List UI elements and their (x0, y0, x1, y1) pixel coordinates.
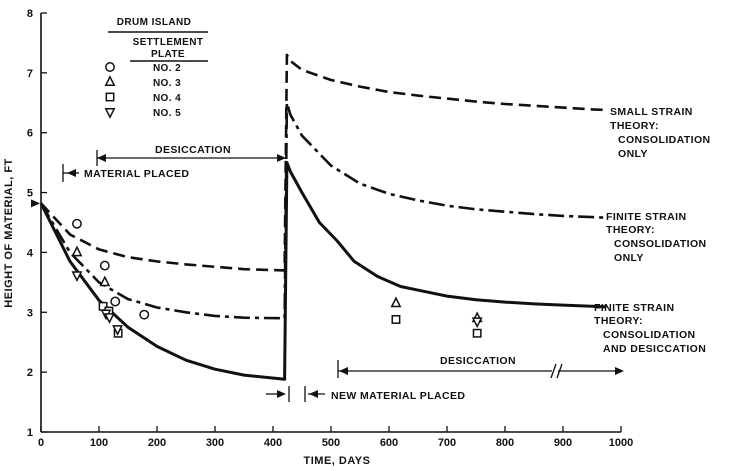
x-tick-label: 600 (380, 437, 398, 449)
y-tick-label: 3 (27, 307, 33, 319)
legend-marker-2 (105, 62, 115, 72)
desiccation-label-1: DESICCATION (155, 144, 231, 156)
plate-2-marker (99, 260, 110, 271)
curves (39, 53, 607, 381)
x-tick-label: 200 (148, 437, 166, 449)
x-tick-label: 1000 (609, 437, 633, 449)
finite-des-label-2: THEORY: (594, 315, 643, 327)
legend-label-2: NO. 2 (153, 63, 181, 74)
plate-3-marker (71, 245, 83, 257)
y-tick-label: 7 (27, 68, 33, 80)
finite-cons-label-1: FINITE STRAIN (606, 211, 686, 223)
material-placed-arrow (62, 164, 79, 182)
legend-label-3: NO. 3 (153, 78, 181, 89)
x-tick-label: 700 (438, 437, 456, 449)
new-material-placed-arrow (266, 386, 325, 402)
finite-des-label-3: CONSOLIDATION (603, 329, 696, 341)
measured-markers (71, 218, 483, 338)
finite-des-label-4: AND DESICCATION (603, 343, 706, 355)
legend-marker-3 (104, 75, 116, 86)
desiccation-arrow-1 (96, 150, 286, 166)
desiccation-arrow-2 (337, 360, 624, 379)
legend-marker-4 (105, 92, 115, 102)
small-strain-curve (40, 53, 607, 272)
plate-2-marker (139, 309, 150, 320)
finite-des-label-1: FINITE STRAIN (594, 302, 674, 314)
y-tick-label: 1 (27, 427, 33, 439)
plate-5-marker (112, 325, 123, 336)
legend-title: DRUM ISLAND (117, 17, 191, 28)
x-tick-label: 500 (322, 437, 340, 449)
annotations: DESICCATION MATERIAL PLACED NEW MATERIAL… (62, 106, 711, 402)
finite-cons-label-3: CONSOLIDATION (614, 238, 707, 250)
small-strain-label-1: SMALL STRAIN (610, 106, 693, 118)
plate-5-marker (471, 317, 483, 329)
legend: DRUM ISLAND SETTLEMENT PLATE NO. 2NO. 3N… (104, 17, 208, 119)
finite-strain-consolidation-curve (39, 101, 607, 320)
new-material-placed-label: NEW MATERIAL PLACED (331, 390, 465, 402)
x-tick-label: 300 (206, 437, 224, 449)
x-tick-label: 0 (38, 437, 44, 449)
finite-strain-desiccation-curve (39, 161, 607, 381)
legend-rows: NO. 2 NO. 3 NO. 4 NO. 5 (104, 62, 181, 119)
plate-5-marker (104, 313, 115, 324)
finite-cons-label-4: ONLY (614, 252, 644, 264)
plate-2-marker (110, 296, 121, 307)
x-tick-label: 100 (90, 437, 108, 449)
axis-ticks: 0 100 200 300 400 500 600 700 800 900 1000 1 2 3 4 5 6 7 8 (27, 8, 633, 449)
small-strain-label-4: ONLY (618, 148, 648, 160)
x-axis-label: TIME, DAYS (304, 455, 371, 467)
finite-cons-label-2: THEORY: (606, 224, 655, 236)
desiccation-label-2: DESICCATION (440, 355, 516, 367)
y-tick-label: 5 (27, 188, 33, 200)
small-strain-label-3: CONSOLIDATION (618, 134, 711, 146)
plate-3-marker (99, 275, 111, 287)
plate-4-marker (472, 328, 482, 338)
y-tick-label: 2 (27, 367, 33, 379)
legend-subtitle-2: PLATE (151, 49, 185, 60)
legend-marker-5 (104, 108, 116, 119)
plate-4-marker (391, 315, 401, 324)
y-axis-label: HEIGHT OF MATERIAL, FT (3, 158, 15, 308)
y-tick-label: 8 (27, 8, 33, 20)
axes (40, 13, 621, 433)
legend-label-4: NO. 4 (153, 93, 181, 104)
y-tick-label: 6 (27, 128, 33, 140)
plate-5-marker (71, 271, 83, 283)
plate-2-marker (72, 218, 82, 229)
initial-height-arrow (31, 199, 40, 208)
legend-subtitle-1: SETTLEMENT (133, 37, 204, 48)
legend-label-5: NO. 5 (153, 108, 181, 119)
x-tick-label: 800 (496, 437, 514, 449)
plate-3-marker (390, 296, 402, 308)
small-strain-label-2: THEORY: (610, 120, 659, 132)
x-tick-label: 400 (264, 437, 282, 449)
y-tick-label: 4 (27, 247, 34, 259)
material-placed-label: MATERIAL PLACED (84, 168, 189, 180)
x-tick-label: 900 (554, 437, 572, 449)
